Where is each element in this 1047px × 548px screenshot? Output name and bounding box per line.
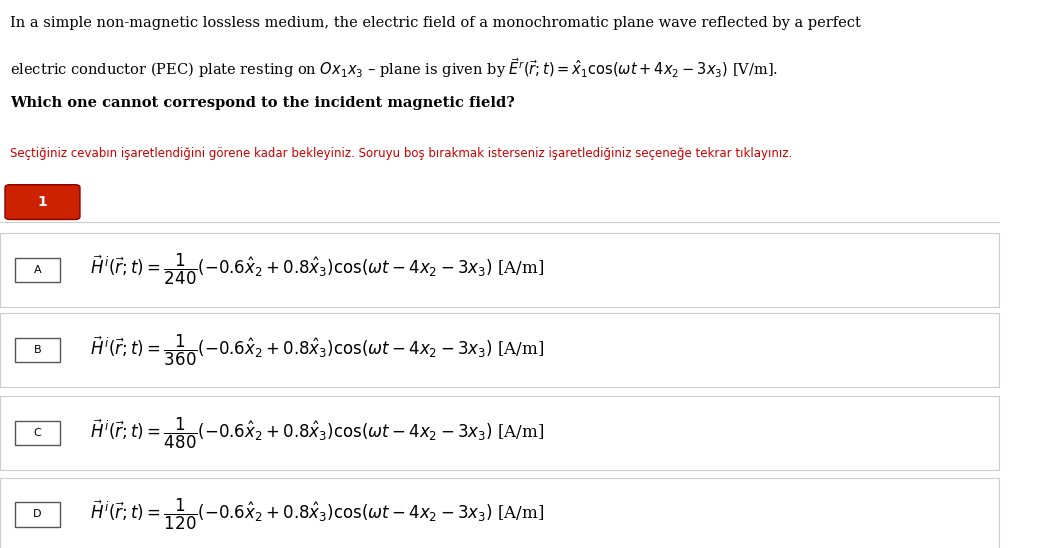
Text: B: B [34,345,41,355]
Text: $\vec{H}^{\,i}(\vec{r};t) = \dfrac{1}{360}(-0.6\hat{x}_2 + 0.8\hat{x}_3)\cos(\om: $\vec{H}^{\,i}(\vec{r};t) = \dfrac{1}{36… [90,333,544,368]
Bar [0,313,1000,387]
Bar [0,477,1000,548]
Bar [15,338,60,362]
Text: electric conductor (PEC) plate resting on $Ox_1x_3$ – plane is given by $\vec{E}: electric conductor (PEC) plate resting o… [10,56,778,80]
Text: 1: 1 [38,195,47,209]
Bar [15,421,60,445]
Text: Which one cannot correspond to the incident magnetic field?: Which one cannot correspond to the incid… [10,96,515,110]
FancyBboxPatch shape [5,185,80,220]
Text: C: C [34,428,41,438]
Bar [0,233,1000,307]
Bar [15,503,60,527]
Text: $\vec{H}^{\,i}(\vec{r};t) = \dfrac{1}{120}(-0.6\hat{x}_2 + 0.8\hat{x}_3)\cos(\om: $\vec{H}^{\,i}(\vec{r};t) = \dfrac{1}{12… [90,497,544,532]
Bar [15,258,60,282]
Text: A: A [34,265,41,275]
Text: D: D [34,510,42,520]
Text: $\vec{H}^{\,i}(\vec{r};t) = \dfrac{1}{480}(-0.6\hat{x}_2 + 0.8\hat{x}_3)\cos(\om: $\vec{H}^{\,i}(\vec{r};t) = \dfrac{1}{48… [90,415,544,450]
Bar [0,396,1000,470]
Text: $\vec{H}^{\,i}(\vec{r};t) = \dfrac{1}{240}(-0.6\hat{x}_2 + 0.8\hat{x}_3)\cos(\om: $\vec{H}^{\,i}(\vec{r};t) = \dfrac{1}{24… [90,252,544,287]
Text: In a simple non-magnetic lossless medium, the electric field of a monochromatic : In a simple non-magnetic lossless medium… [10,16,861,30]
Text: Seçtiğiniz cevabın işaretlendiğini görene kadar bekleyiniz. Soruyu boş bırakmak : Seçtiğiniz cevabın işaretlendiğini gören… [10,147,793,160]
